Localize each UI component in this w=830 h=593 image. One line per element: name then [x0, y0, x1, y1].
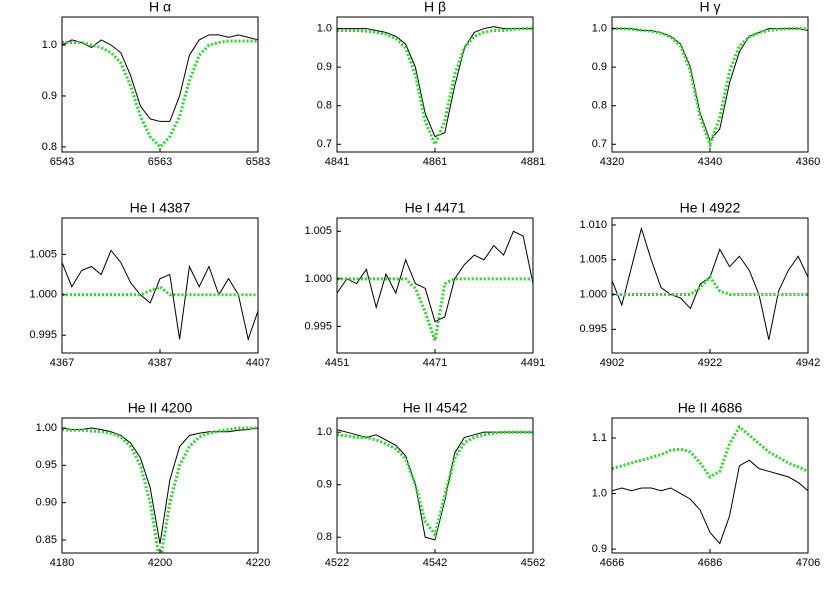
- x-tick-label: 6583: [246, 156, 270, 168]
- y-tick-label: 0.95: [36, 459, 57, 471]
- spectrum-line: [337, 430, 533, 539]
- chart-title: He I 4387: [130, 200, 191, 216]
- y-tick-label: 1.005: [304, 225, 332, 237]
- x-tick-label: 4340: [698, 156, 722, 168]
- plot-frame: [336, 16, 534, 153]
- x-tick-label: 4220: [246, 557, 270, 569]
- spectrum-line: [612, 27, 808, 149]
- spectrum-line: [62, 34, 258, 122]
- spectrum-line: [612, 459, 808, 545]
- x-tick-label: 4180: [50, 557, 74, 569]
- x-tick-label: 4902: [600, 357, 624, 369]
- y-tick-label: 1.000: [29, 289, 57, 301]
- y-tick-label: 0.995: [29, 329, 57, 341]
- x-tick-label: 4841: [325, 156, 349, 168]
- y-tick-label: 0.8: [317, 100, 332, 112]
- spectrum-line: [612, 28, 808, 142]
- y-tick-label: 0.8: [317, 531, 332, 543]
- chart-title: H α: [149, 0, 171, 15]
- x-tick-label: 4522: [325, 557, 349, 569]
- y-tick-label: 1.000: [579, 288, 607, 300]
- y-tick-label: 0.7: [592, 138, 607, 150]
- plot-frame: [61, 16, 259, 153]
- y-tick-label: 0.8: [42, 141, 57, 153]
- x-tick-label: 4360: [796, 156, 820, 168]
- y-tick-label: 1.0: [42, 39, 57, 51]
- chart-title: He I 4922: [680, 200, 741, 216]
- spectrum-line: [612, 424, 808, 479]
- y-tick-label: 0.9: [592, 543, 607, 555]
- spectrum-line: [62, 249, 258, 342]
- y-tick-label: 0.8: [592, 100, 607, 112]
- x-tick-label: 4407: [246, 357, 270, 369]
- x-tick-label: 4320: [600, 156, 624, 168]
- x-tick-label: 4861: [423, 156, 447, 168]
- y-tick-label: 1.005: [579, 254, 607, 266]
- y-tick-label: 1.0: [592, 487, 607, 499]
- x-tick-label: 4666: [600, 557, 624, 569]
- chart-title: He I 4471: [405, 200, 466, 216]
- spectrum-line: [612, 274, 808, 297]
- x-tick-label: 4542: [423, 557, 447, 569]
- x-tick-label: 4387: [148, 357, 172, 369]
- x-tick-label: 4367: [50, 357, 74, 369]
- spectrum-line: [337, 27, 533, 149]
- spectrum-line: [337, 230, 533, 323]
- x-tick-label: 4491: [521, 357, 545, 369]
- x-tick-label: 4922: [698, 357, 722, 369]
- spectrum-line: [62, 39, 258, 150]
- chart-title: He II 4542: [403, 400, 468, 416]
- y-tick-label: 0.7: [317, 138, 332, 150]
- x-tick-label: 4562: [521, 557, 545, 569]
- x-tick-label: 4471: [423, 357, 447, 369]
- spectrum-line: [337, 277, 533, 342]
- y-tick-label: 1.010: [579, 219, 607, 231]
- spectrum-line: [62, 284, 258, 297]
- chart-title: He II 4686: [678, 400, 743, 416]
- y-tick-label: 1.0: [317, 426, 332, 438]
- y-tick-label: 1.0: [317, 22, 332, 34]
- x-tick-label: 4200: [148, 557, 172, 569]
- x-tick-label: 4881: [521, 156, 545, 168]
- y-tick-label: 0.90: [36, 497, 57, 509]
- x-tick-label: 4686: [698, 557, 722, 569]
- y-tick-label: 0.995: [579, 323, 607, 335]
- x-tick-label: 4706: [796, 557, 820, 569]
- plot-frame: [61, 417, 259, 554]
- spectrum-line: [612, 226, 808, 340]
- spectrum-line: [62, 427, 258, 544]
- x-tick-label: 4451: [325, 357, 349, 369]
- y-tick-label: 1.1: [592, 432, 607, 444]
- x-tick-label: 4942: [796, 357, 820, 369]
- y-tick-label: 1.00: [36, 422, 57, 434]
- chart-title: H β: [424, 0, 446, 15]
- y-tick-label: 0.9: [317, 61, 332, 73]
- y-tick-label: 1.005: [29, 248, 57, 260]
- y-tick-label: 0.85: [36, 534, 57, 546]
- chart-title: He II 4200: [128, 400, 193, 416]
- y-tick-label: 0.9: [42, 90, 57, 102]
- x-tick-label: 6563: [148, 156, 172, 168]
- chart-title: H γ: [700, 0, 721, 15]
- spectrum-line: [337, 26, 533, 138]
- spectrum-line: [62, 426, 258, 553]
- plot-frame: [611, 417, 809, 554]
- x-tick-label: 6543: [50, 156, 74, 168]
- plot-frame: [61, 217, 259, 354]
- plot-frame: [336, 417, 534, 554]
- spectrum-line: [337, 429, 533, 541]
- y-tick-label: 0.995: [304, 320, 332, 332]
- y-tick-label: 1.0: [592, 22, 607, 34]
- y-tick-label: 1.000: [304, 273, 332, 285]
- plot-frame: [336, 217, 534, 354]
- plot-frame: [611, 217, 809, 354]
- y-tick-label: 0.9: [592, 61, 607, 73]
- y-tick-label: 0.9: [317, 479, 332, 491]
- plot-frame: [611, 16, 809, 153]
